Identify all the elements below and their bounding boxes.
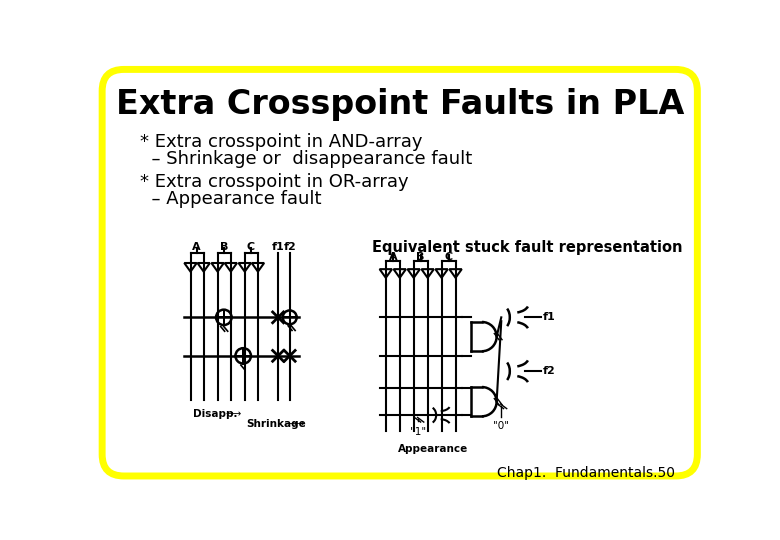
Text: A: A — [388, 252, 397, 262]
Text: "0": "0" — [492, 421, 509, 431]
FancyBboxPatch shape — [102, 70, 697, 476]
Text: C: C — [247, 241, 255, 252]
Text: Shrinkage: Shrinkage — [246, 419, 306, 429]
Text: B: B — [220, 241, 228, 252]
Text: →→: →→ — [289, 419, 305, 429]
Text: * Extra crosspoint in AND-array: * Extra crosspoint in AND-array — [140, 133, 423, 151]
Text: f2: f2 — [542, 366, 555, 376]
Text: Chap1.  Fundamentals.50: Chap1. Fundamentals.50 — [497, 466, 675, 480]
Text: * Extra crosspoint in OR-array: * Extra crosspoint in OR-array — [140, 173, 409, 191]
Text: – Appearance fault: – Appearance fault — [140, 190, 321, 208]
Text: f1: f1 — [542, 312, 555, 322]
Text: C: C — [445, 252, 452, 262]
Text: B: B — [417, 252, 425, 262]
Text: – Shrinkage or  disappearance fault: – Shrinkage or disappearance fault — [140, 150, 473, 168]
Text: Extra Crosspoint Faults in PLA: Extra Crosspoint Faults in PLA — [115, 89, 684, 122]
Text: →→: →→ — [225, 409, 242, 419]
Text: "1": "1" — [410, 427, 426, 437]
Text: f1: f1 — [271, 241, 285, 252]
Text: f2: f2 — [283, 241, 296, 252]
Text: Disapp.: Disapp. — [193, 409, 237, 419]
Text: Equivalent stuck fault representation: Equivalent stuck fault representation — [372, 240, 682, 255]
Text: A: A — [193, 241, 201, 252]
Text: Appearance: Appearance — [399, 444, 469, 455]
